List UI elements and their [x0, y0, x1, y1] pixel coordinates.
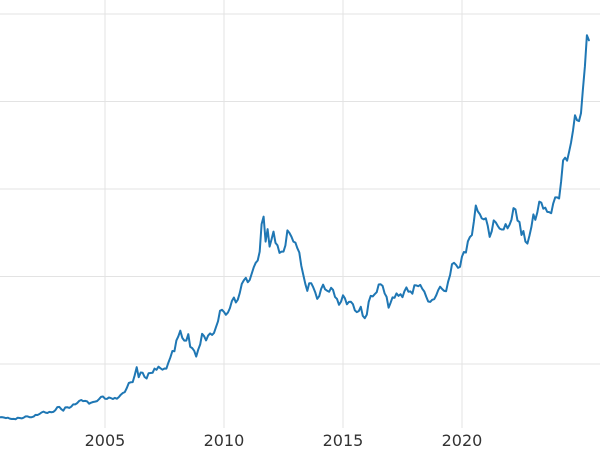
- x-tick-label-2015: 2015: [323, 431, 364, 450]
- price-series-line: [0, 34, 590, 421]
- x-tick-label-2020: 2020: [442, 431, 483, 450]
- x-tick-label-2005: 2005: [85, 431, 126, 450]
- x-tick-label-2010: 2010: [204, 431, 245, 450]
- x-axis-tick-labels: 2005 2010 2015 2020: [85, 431, 483, 450]
- price-line: [0, 34, 590, 421]
- grid-lines: [0, 0, 600, 428]
